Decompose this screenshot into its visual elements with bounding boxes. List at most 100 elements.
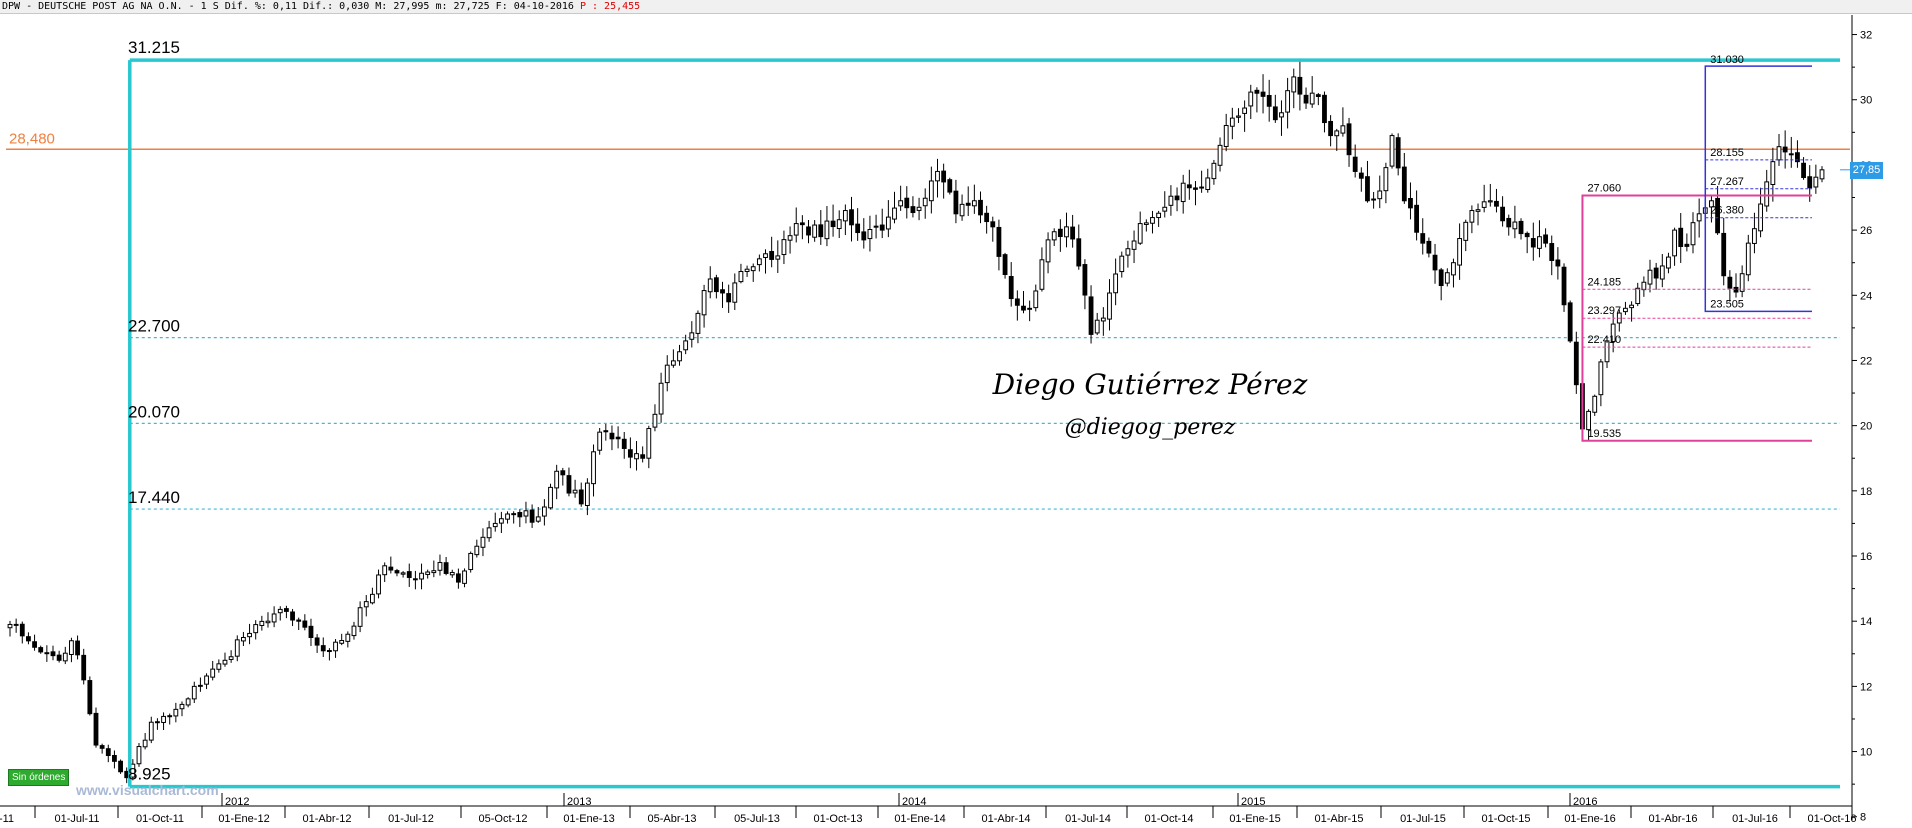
candle-body bbox=[1426, 240, 1432, 254]
candle-body bbox=[1481, 201, 1487, 208]
candle-body bbox=[406, 571, 412, 578]
candle-body bbox=[148, 721, 154, 741]
candle-body bbox=[763, 253, 768, 258]
y-tick-label: 22 bbox=[1860, 355, 1872, 367]
x-tick-label: 01-Oct-14 bbox=[1145, 813, 1194, 825]
candle-body bbox=[1156, 212, 1162, 219]
candle-body bbox=[363, 601, 369, 608]
candle-body bbox=[333, 641, 338, 652]
candle-body bbox=[928, 180, 934, 202]
candle-body bbox=[1039, 259, 1045, 290]
candle-body bbox=[640, 454, 646, 459]
candle-body bbox=[1064, 226, 1069, 238]
candle-body bbox=[1021, 305, 1026, 311]
candle-body bbox=[910, 206, 916, 214]
candle-body bbox=[1346, 123, 1352, 156]
candle-body bbox=[1217, 144, 1223, 166]
candle-body bbox=[1254, 89, 1260, 94]
candle-body bbox=[388, 566, 394, 571]
orders-status-badge[interactable]: Sin órdenes bbox=[8, 769, 70, 786]
candle-body bbox=[1389, 135, 1395, 167]
pink-box-bottom-label: 19.535 bbox=[1587, 428, 1621, 440]
candle-body bbox=[198, 684, 203, 687]
pink-level-label: 22.410 bbox=[1587, 334, 1621, 346]
candle-body bbox=[578, 489, 584, 505]
candle-body bbox=[560, 470, 566, 476]
candle-body bbox=[302, 620, 308, 628]
candle-body bbox=[1248, 91, 1254, 107]
x-tick-label: 05-Oct-12 bbox=[479, 813, 528, 825]
x-tick-label: 01-Ene-13 bbox=[563, 813, 614, 825]
candle-body bbox=[775, 255, 781, 260]
candle-body bbox=[118, 760, 123, 773]
candle-body bbox=[781, 239, 787, 256]
blue-level-label: 28.155 bbox=[1710, 147, 1744, 159]
candle-body bbox=[216, 663, 222, 670]
candle-body bbox=[1635, 287, 1641, 305]
candle-body bbox=[511, 513, 517, 516]
candle-body bbox=[1340, 125, 1346, 134]
candle-body bbox=[1721, 232, 1727, 277]
candle-body bbox=[1414, 204, 1420, 233]
candle-body bbox=[13, 623, 19, 626]
candle-body bbox=[830, 220, 836, 228]
candle-body bbox=[812, 224, 818, 238]
candle-body bbox=[1709, 200, 1714, 208]
candle-body bbox=[707, 278, 713, 293]
cyan-box-bottom-label: 8.925 bbox=[128, 765, 171, 784]
candle-body bbox=[136, 746, 142, 765]
candle-body bbox=[44, 652, 50, 655]
year-label: 2014 bbox=[902, 796, 926, 808]
candle-body bbox=[1629, 304, 1634, 309]
candle-body bbox=[1377, 190, 1383, 200]
x-tick-label: 01-Oct-13 bbox=[814, 813, 863, 825]
candle-body bbox=[861, 231, 867, 241]
y-tick-label: 24 bbox=[1860, 290, 1872, 302]
candle-body bbox=[572, 489, 578, 494]
x-tick-label: 01-Ene-14 bbox=[894, 813, 945, 825]
candle-body bbox=[1770, 161, 1776, 185]
candle-body bbox=[314, 637, 320, 646]
candle-body bbox=[1573, 341, 1579, 386]
x-tick-label: 05-Jul-13 bbox=[734, 813, 780, 825]
candle-body bbox=[523, 510, 529, 517]
candle-body bbox=[1420, 233, 1426, 244]
candle-body bbox=[1438, 269, 1444, 287]
candle-body bbox=[1285, 90, 1291, 113]
candle-body bbox=[1782, 146, 1788, 153]
candle-body bbox=[1623, 307, 1628, 313]
candle-body bbox=[155, 721, 160, 724]
candle-body bbox=[1033, 290, 1039, 309]
candle-body bbox=[1328, 120, 1334, 137]
candle-body bbox=[744, 268, 750, 273]
chart-header: DPW - DEUTSCHE POST AG NA O.N. - 1 S Dif… bbox=[0, 0, 1912, 14]
candle-body bbox=[19, 623, 25, 637]
candle-body bbox=[1604, 340, 1610, 363]
candle-body bbox=[1002, 254, 1008, 275]
author-name: Diego Gutiérrez Pérez bbox=[992, 368, 1308, 401]
candle-body bbox=[603, 430, 609, 433]
x-tick-label: 01-Abr-14 bbox=[982, 813, 1031, 825]
candle-body bbox=[1530, 238, 1536, 248]
candle-body bbox=[259, 620, 265, 626]
candle-body bbox=[947, 179, 953, 193]
candle-body bbox=[713, 277, 719, 293]
candle-body bbox=[228, 656, 234, 660]
candle-body bbox=[658, 382, 664, 415]
candle-body bbox=[50, 651, 56, 657]
candle-body bbox=[449, 571, 455, 576]
candle-body bbox=[1500, 206, 1506, 222]
candle-body bbox=[480, 536, 486, 548]
year-label: 2016 bbox=[1573, 796, 1597, 808]
candle-body bbox=[1512, 221, 1518, 230]
candle-body bbox=[1242, 107, 1248, 114]
candle-body bbox=[1131, 240, 1137, 250]
pink-box-top-label: 27.060 bbox=[1587, 183, 1621, 195]
x-tick-label: 01-Jul-12 bbox=[388, 813, 434, 825]
y-tick-label: 12 bbox=[1860, 681, 1872, 693]
candle-body bbox=[898, 200, 904, 207]
candle-body bbox=[26, 636, 31, 642]
candle-body bbox=[1494, 200, 1499, 207]
candle-body bbox=[793, 223, 799, 236]
candle-body bbox=[179, 703, 185, 710]
